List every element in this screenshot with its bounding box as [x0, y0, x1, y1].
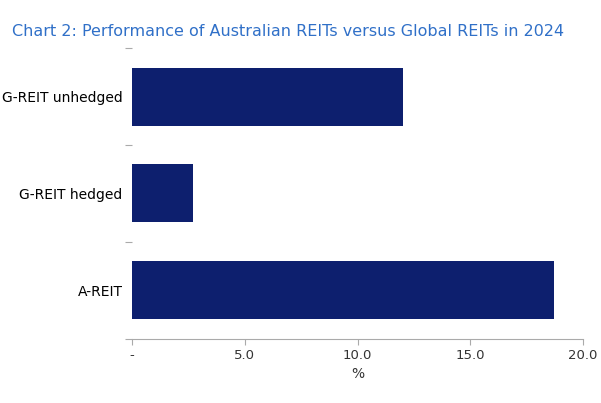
- Bar: [132, 164, 193, 222]
- Bar: [132, 68, 403, 126]
- Bar: [132, 261, 554, 319]
- Text: Chart 2: Performance of Australian REITs versus Global REITs in 2024: Chart 2: Performance of Australian REITs…: [12, 24, 564, 39]
- X-axis label: %: %: [351, 368, 364, 382]
